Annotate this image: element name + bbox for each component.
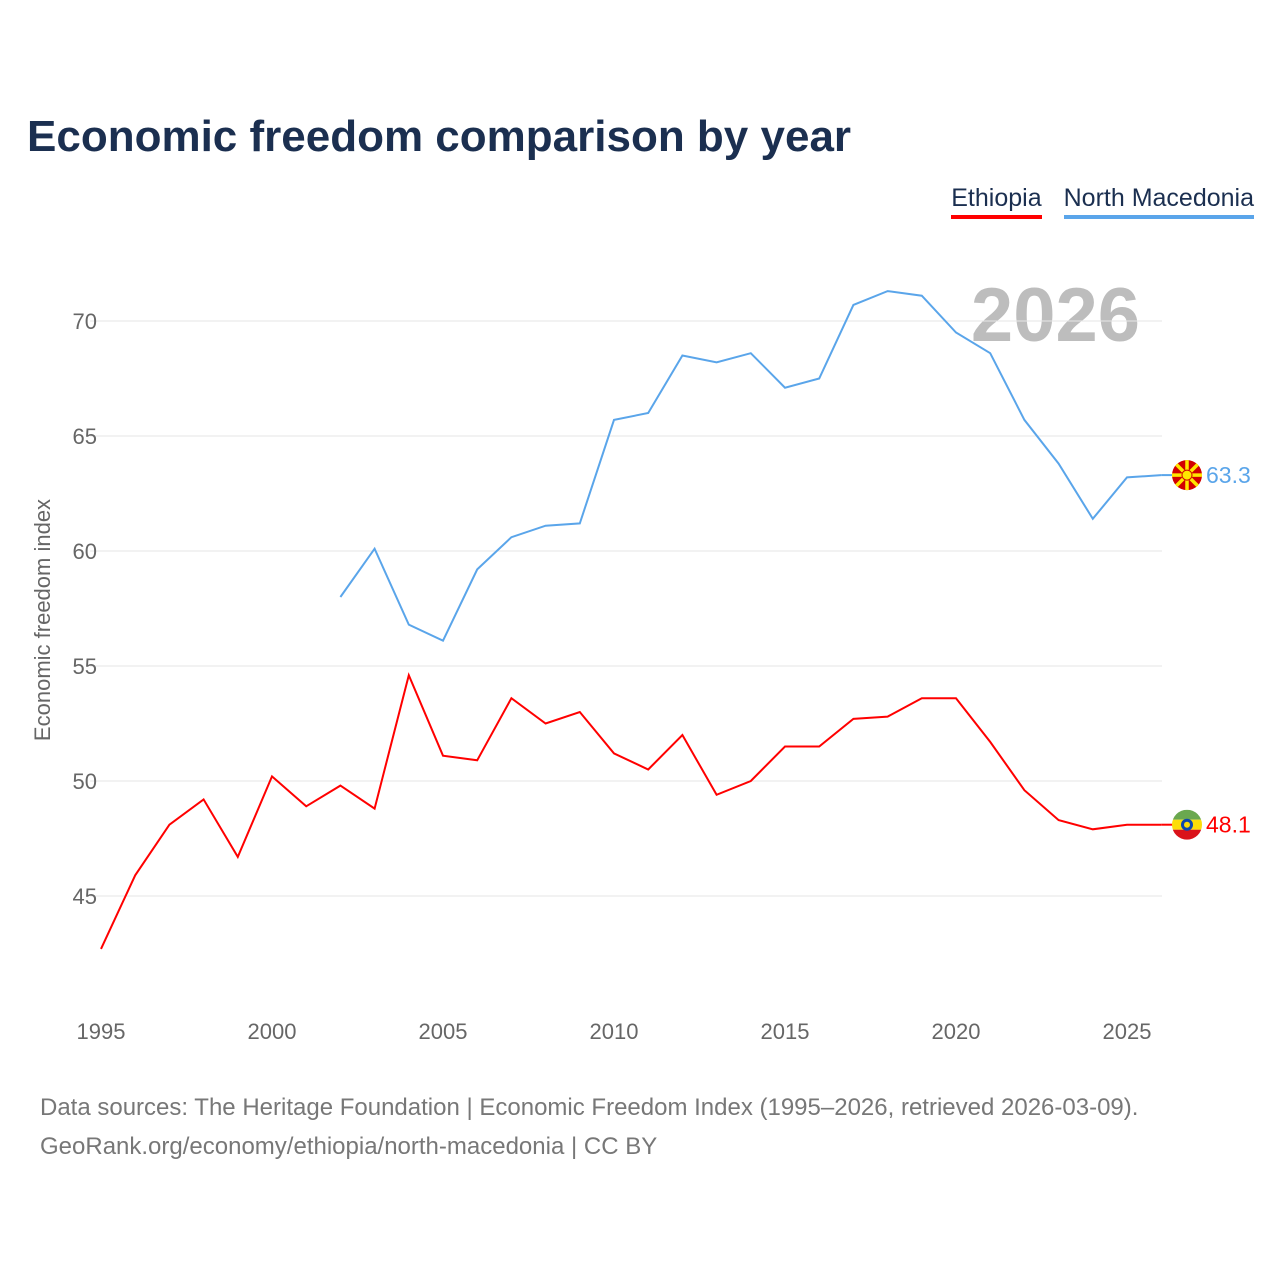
- x-tick-label: 2020: [932, 1019, 981, 1044]
- legend: Ethiopia North Macedonia: [951, 184, 1254, 219]
- y-axis-label: Economic freedom index: [30, 499, 55, 741]
- end-value-label: 48.1: [1206, 812, 1251, 838]
- north-macedonia-flag-icon: [1172, 460, 1202, 491]
- year-badge: 2026: [971, 273, 1140, 358]
- data-source: Data sources: The Heritage Foundation | …: [40, 1094, 1139, 1121]
- x-tick-label: 2000: [248, 1019, 297, 1044]
- y-tick-label: 55: [73, 654, 97, 679]
- chart-title: Economic freedom comparison by year: [27, 112, 852, 161]
- ethiopia-flag-icon: [1172, 809, 1202, 840]
- legend-north-macedonia[interactable]: North Macedonia: [1063, 184, 1254, 219]
- series-line-ethiopia: [100, 672, 1162, 950]
- x-tick-label: 2005: [419, 1019, 468, 1044]
- x-tick-label: 2015: [761, 1019, 810, 1044]
- y-tick-label: 70: [73, 309, 97, 334]
- source-link[interactable]: GeoRank.org/economy/ethiopia/north-maced…: [40, 1133, 658, 1160]
- series-line-north-macedonia: [339, 290, 1162, 643]
- y-tick-label: 45: [73, 884, 97, 909]
- y-tick-label: 60: [73, 539, 97, 564]
- end-value-label: 63.3: [1206, 462, 1251, 488]
- legend-ethiopia[interactable]: Ethiopia: [951, 184, 1042, 219]
- x-tick-label: 2010: [590, 1019, 639, 1044]
- x-tick-label: 1995: [77, 1019, 126, 1044]
- y-tick-label: 50: [73, 769, 97, 794]
- x-tick-label: 2025: [1103, 1019, 1152, 1044]
- footer: Data sources: The Heritage Foundation | …: [40, 1088, 1138, 1166]
- y-tick-label: 65: [73, 424, 97, 449]
